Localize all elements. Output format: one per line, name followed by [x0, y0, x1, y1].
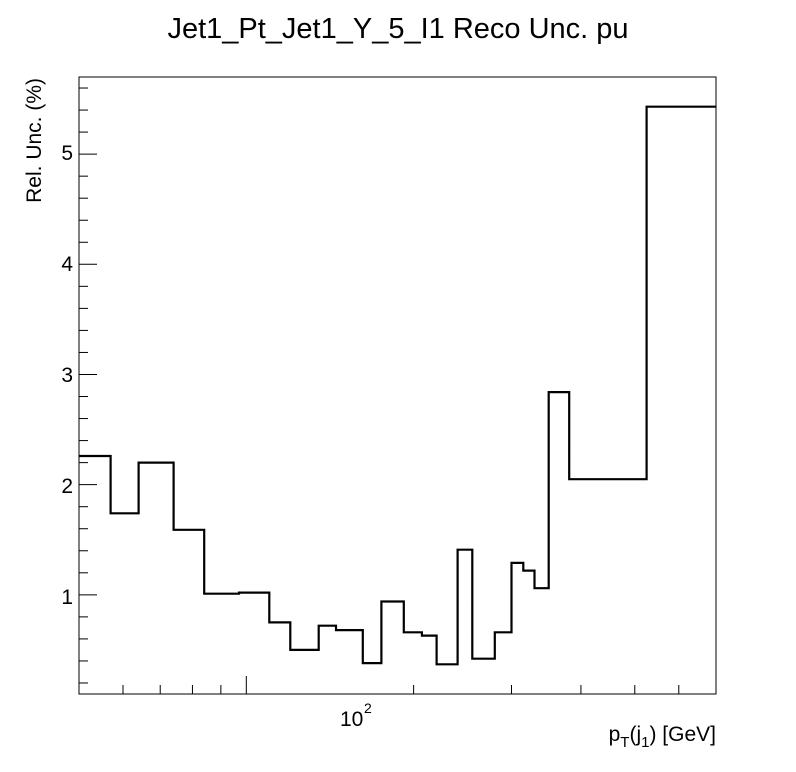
x-axis-ticks: [78, 676, 717, 694]
x-axis-title-sub-1: 1: [641, 734, 649, 751]
x-axis-title-p: p: [609, 723, 621, 746]
plot-frame: [78, 76, 717, 695]
y-tick-label: 1: [61, 586, 73, 609]
y-tick-label: 4: [61, 253, 73, 276]
y-tick-label: 2: [61, 475, 73, 498]
x-axis-title-close: ) [GeV]: [649, 723, 716, 746]
x-tick-label-exponent: 2: [364, 700, 372, 716]
x-tick-label-base: 10: [340, 708, 363, 731]
y-tick-label: 3: [61, 364, 73, 387]
chart-title: Jet1_Pt_Jet1_Y_5_I1 Reco Unc. pu: [167, 13, 628, 45]
y-tick-labels: 1 2 3 4 5: [61, 142, 73, 609]
x-axis-title: pT(j1) [GeV]: [609, 723, 716, 751]
x-tick-label: 10 2: [340, 700, 372, 731]
x-axis-title-open: (j: [629, 723, 641, 746]
y-tick-label: 5: [61, 142, 73, 165]
y-axis-title: Rel. Unc. (%): [23, 78, 46, 203]
x-axis-title-text: pT(j1) [GeV]: [609, 723, 716, 751]
histogram-step-line: [79, 105, 716, 666]
x-axis-title-sub-t: T: [620, 734, 629, 751]
y-axis-ticks: [79, 87, 97, 684]
